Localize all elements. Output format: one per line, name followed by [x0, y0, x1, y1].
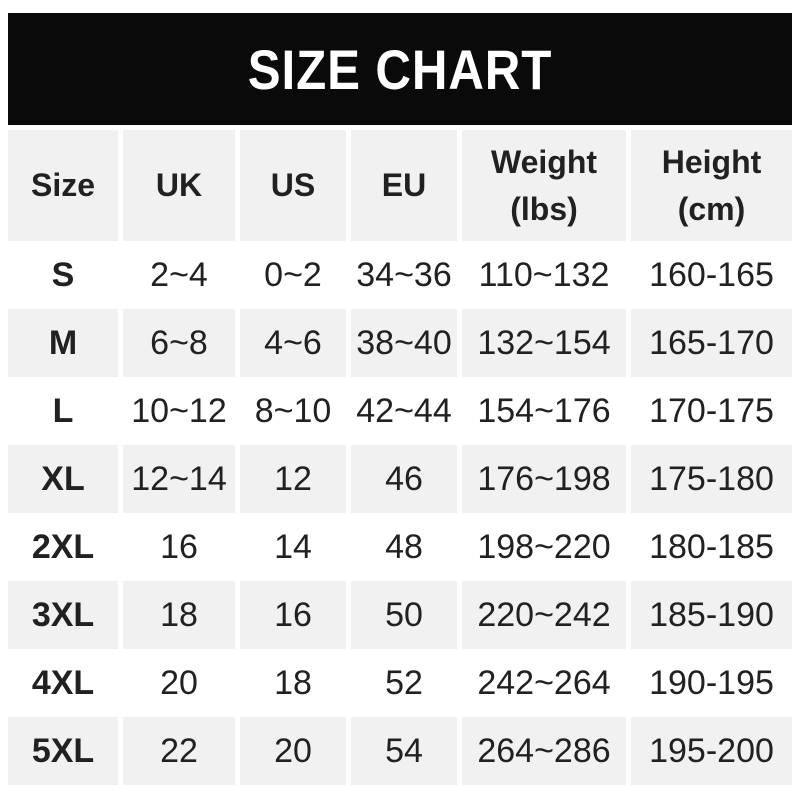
size-label-cell: 2XL — [8, 513, 118, 581]
table-cell: 0~2 — [240, 241, 346, 309]
table-cell: 190-195 — [631, 649, 792, 717]
table-cell: 54 — [351, 717, 457, 785]
table-cell: 12 — [240, 445, 346, 513]
table-cell: 176~198 — [462, 445, 626, 513]
column-header-unit: (lbs) — [510, 190, 578, 227]
table-cell: 50 — [351, 581, 457, 649]
size-chart-table: Size UK US EU Weight (lbs) Height (cm) S… — [8, 130, 792, 785]
table-cell: 14 — [240, 513, 346, 581]
table-cell: 38~40 — [351, 309, 457, 377]
column-header-size: Size — [8, 130, 118, 241]
size-label-cell: S — [8, 241, 118, 309]
table-cell: 165-170 — [631, 309, 792, 377]
table-cell: 52 — [351, 649, 457, 717]
table-cell: 16 — [240, 581, 346, 649]
table-cell: 12~14 — [123, 445, 235, 513]
table-cell: 42~44 — [351, 377, 457, 445]
table-cell: 16 — [123, 513, 235, 581]
table-cell: 18 — [123, 581, 235, 649]
size-label-cell: M — [8, 309, 118, 377]
table-cell: 180-185 — [631, 513, 792, 581]
column-header-weight: Weight (lbs) — [462, 130, 626, 241]
table-cell: 46 — [351, 445, 457, 513]
column-header-label: Size — [30, 167, 96, 204]
table-cell: 48 — [351, 513, 457, 581]
table-cell: 132~154 — [462, 309, 626, 377]
table-cell: 22 — [123, 717, 235, 785]
page-title: SIZE CHART — [247, 37, 553, 101]
table-cell: 10~12 — [123, 377, 235, 445]
column-header-label: Weight — [490, 144, 598, 181]
table-cell: 264~286 — [462, 717, 626, 785]
table-cell: 4~6 — [240, 309, 346, 377]
table-cell: 6~8 — [123, 309, 235, 377]
table-cell: 198~220 — [462, 513, 626, 581]
table-cell: 175-180 — [631, 445, 792, 513]
table-cell: 8~10 — [240, 377, 346, 445]
column-header-label: UK — [155, 167, 203, 204]
column-header-height: Height (cm) — [631, 130, 792, 241]
column-header-label: Height — [661, 144, 762, 181]
table-cell: 242~264 — [462, 649, 626, 717]
size-label-cell: XL — [8, 445, 118, 513]
table-cell: 2~4 — [123, 241, 235, 309]
table-cell: 110~132 — [462, 241, 626, 309]
table-cell: 20 — [123, 649, 235, 717]
column-header-us: US — [240, 130, 346, 241]
table-cell: 220~242 — [462, 581, 626, 649]
table-cell: 195-200 — [631, 717, 792, 785]
column-header-eu: EU — [351, 130, 457, 241]
column-header-label: US — [270, 167, 316, 204]
column-header-label: EU — [381, 167, 427, 204]
column-header-unit: (cm) — [677, 190, 746, 227]
size-label-cell: 5XL — [8, 717, 118, 785]
column-header-uk: UK — [123, 130, 235, 241]
title-banner: SIZE CHART — [8, 13, 792, 125]
table-cell: 170-175 — [631, 377, 792, 445]
table-cell: 20 — [240, 717, 346, 785]
size-label-cell: L — [8, 377, 118, 445]
table-cell: 160-165 — [631, 241, 792, 309]
table-cell: 34~36 — [351, 241, 457, 309]
table-cell: 154~176 — [462, 377, 626, 445]
size-label-cell: 3XL — [8, 581, 118, 649]
size-label-cell: 4XL — [8, 649, 118, 717]
table-cell: 18 — [240, 649, 346, 717]
table-cell: 185-190 — [631, 581, 792, 649]
